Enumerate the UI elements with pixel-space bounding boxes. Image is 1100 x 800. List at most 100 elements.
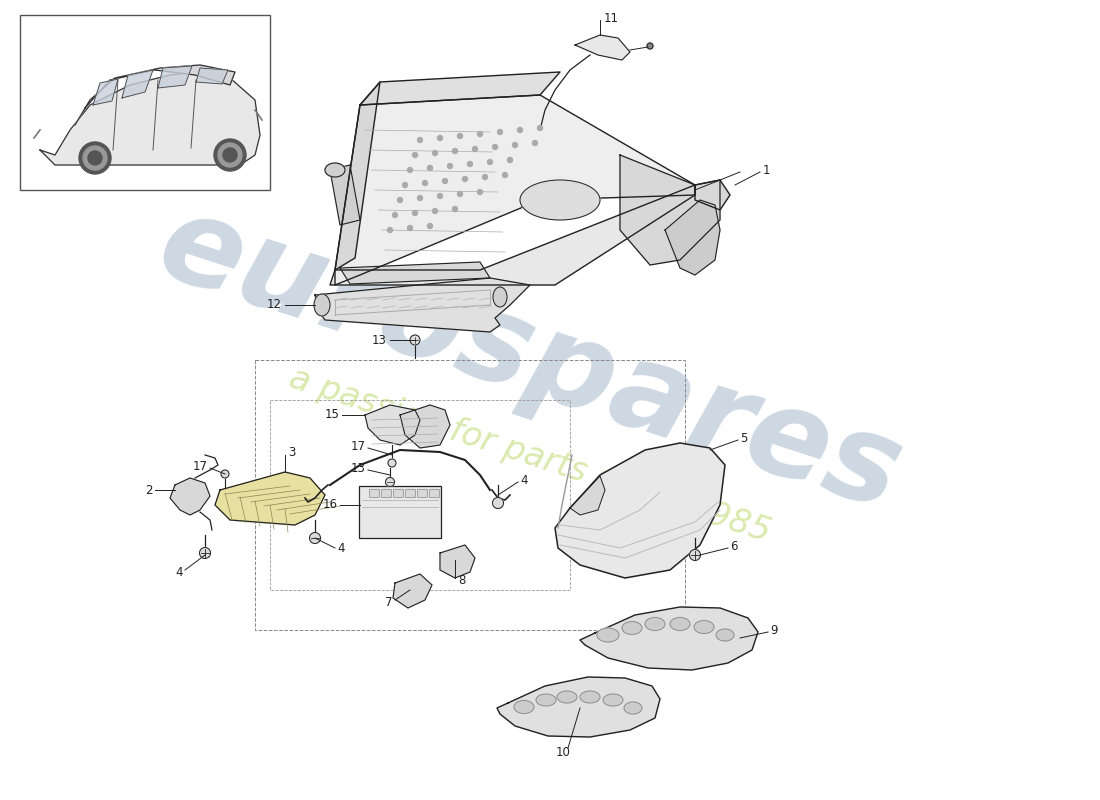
Polygon shape: [400, 405, 450, 448]
Circle shape: [418, 195, 422, 201]
Polygon shape: [75, 65, 235, 125]
Circle shape: [221, 470, 229, 478]
Text: 3: 3: [288, 446, 296, 459]
Circle shape: [432, 209, 438, 214]
Polygon shape: [666, 200, 720, 275]
Circle shape: [438, 135, 442, 141]
Text: 9: 9: [770, 625, 778, 638]
Circle shape: [432, 150, 438, 155]
Text: 1: 1: [763, 163, 770, 177]
FancyBboxPatch shape: [406, 490, 416, 498]
Text: 4: 4: [176, 566, 183, 578]
Text: 17: 17: [351, 441, 366, 454]
FancyBboxPatch shape: [359, 486, 441, 538]
Text: 12: 12: [267, 298, 282, 311]
Circle shape: [88, 151, 102, 165]
Polygon shape: [497, 677, 660, 737]
FancyBboxPatch shape: [429, 490, 440, 498]
FancyBboxPatch shape: [394, 490, 404, 498]
FancyBboxPatch shape: [20, 15, 270, 190]
Ellipse shape: [624, 702, 642, 714]
Ellipse shape: [557, 691, 578, 703]
Polygon shape: [365, 405, 420, 445]
Circle shape: [647, 43, 653, 49]
Ellipse shape: [603, 694, 623, 706]
Circle shape: [422, 181, 428, 186]
Text: 8: 8: [458, 574, 465, 586]
Polygon shape: [620, 155, 721, 265]
Polygon shape: [330, 165, 360, 225]
Circle shape: [199, 547, 210, 558]
Circle shape: [407, 226, 412, 230]
Polygon shape: [170, 478, 210, 515]
Circle shape: [412, 153, 418, 158]
Circle shape: [418, 138, 422, 142]
Circle shape: [309, 533, 320, 543]
Ellipse shape: [716, 629, 734, 641]
Circle shape: [532, 141, 538, 146]
Circle shape: [223, 148, 236, 162]
Text: 4: 4: [337, 542, 344, 555]
Polygon shape: [214, 472, 324, 525]
Circle shape: [538, 126, 542, 130]
Circle shape: [218, 143, 242, 167]
Text: a passion for parts since 1985: a passion for parts since 1985: [285, 362, 774, 549]
Circle shape: [403, 182, 407, 187]
Text: 16: 16: [323, 498, 338, 511]
Ellipse shape: [493, 287, 507, 307]
Ellipse shape: [645, 618, 665, 630]
Circle shape: [385, 478, 395, 486]
Circle shape: [442, 178, 448, 183]
Circle shape: [477, 190, 483, 194]
Circle shape: [487, 159, 493, 165]
Ellipse shape: [520, 180, 600, 220]
Circle shape: [428, 166, 432, 170]
Circle shape: [82, 146, 107, 170]
Circle shape: [503, 173, 507, 178]
Circle shape: [410, 335, 420, 345]
Circle shape: [477, 131, 483, 137]
Polygon shape: [580, 607, 758, 670]
Ellipse shape: [694, 621, 714, 634]
Circle shape: [517, 127, 522, 133]
Text: 11: 11: [604, 11, 619, 25]
Circle shape: [452, 206, 458, 211]
Polygon shape: [158, 66, 192, 88]
Text: 13: 13: [372, 334, 387, 346]
Ellipse shape: [514, 701, 534, 714]
Polygon shape: [340, 262, 490, 284]
Text: 7: 7: [385, 595, 393, 609]
Circle shape: [473, 146, 477, 151]
Circle shape: [690, 550, 701, 561]
Polygon shape: [330, 185, 695, 285]
Polygon shape: [393, 574, 432, 608]
Text: 13: 13: [351, 462, 366, 475]
Ellipse shape: [314, 294, 330, 316]
Circle shape: [397, 198, 403, 202]
Circle shape: [214, 139, 246, 171]
Polygon shape: [695, 180, 730, 210]
Circle shape: [513, 142, 517, 147]
Ellipse shape: [597, 628, 619, 642]
Circle shape: [387, 227, 393, 233]
FancyBboxPatch shape: [370, 490, 379, 498]
Text: 2: 2: [145, 483, 153, 497]
Ellipse shape: [324, 163, 345, 177]
Text: 4: 4: [520, 474, 528, 486]
Circle shape: [412, 210, 418, 215]
Polygon shape: [336, 82, 380, 270]
Ellipse shape: [536, 694, 556, 706]
Text: eurospares: eurospares: [144, 185, 915, 535]
Polygon shape: [575, 35, 630, 60]
Text: 6: 6: [730, 541, 737, 554]
Polygon shape: [94, 79, 118, 105]
Text: 10: 10: [556, 746, 571, 758]
Circle shape: [493, 145, 497, 150]
FancyBboxPatch shape: [418, 490, 428, 498]
Text: 17: 17: [192, 461, 208, 474]
Polygon shape: [196, 68, 228, 84]
Circle shape: [468, 162, 473, 166]
Circle shape: [407, 167, 412, 173]
Ellipse shape: [670, 618, 690, 630]
Circle shape: [493, 498, 504, 509]
